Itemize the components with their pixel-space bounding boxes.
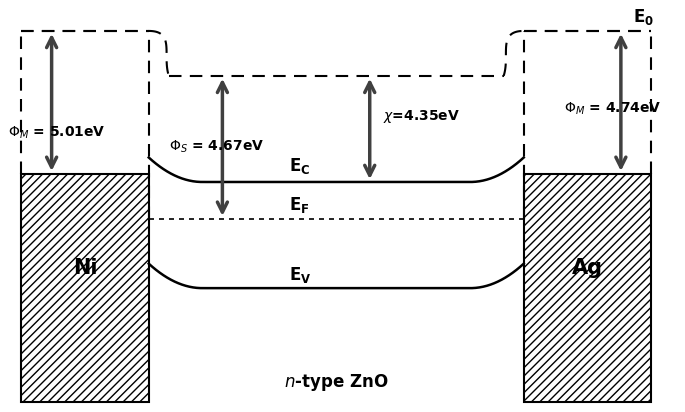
Text: $\mathbf{E_V}$: $\mathbf{E_V}$ (289, 265, 312, 285)
Text: $\Phi_S$ = 4.67eV: $\Phi_S$ = 4.67eV (169, 139, 264, 155)
Bar (524, 174, 651, 403)
Text: $\Phi_M$ = 5.01eV: $\Phi_M$ = 5.01eV (8, 125, 105, 141)
Text: $\mathbf{E_C}$: $\mathbf{E_C}$ (289, 156, 311, 176)
Bar (21, 174, 149, 403)
Text: $\mathbf{E_0}$: $\mathbf{E_0}$ (634, 7, 654, 27)
Text: Ag: Ag (572, 258, 603, 278)
Text: $\Phi_M$ = 4.74eV: $\Phi_M$ = 4.74eV (564, 100, 662, 117)
Text: $\mathbf{E_F}$: $\mathbf{E_F}$ (289, 195, 310, 215)
Text: $\it{n}$-type ZnO: $\it{n}$-type ZnO (284, 372, 388, 393)
Text: Ni: Ni (73, 258, 97, 278)
Text: $\chi$=4.35eV: $\chi$=4.35eV (383, 108, 460, 125)
